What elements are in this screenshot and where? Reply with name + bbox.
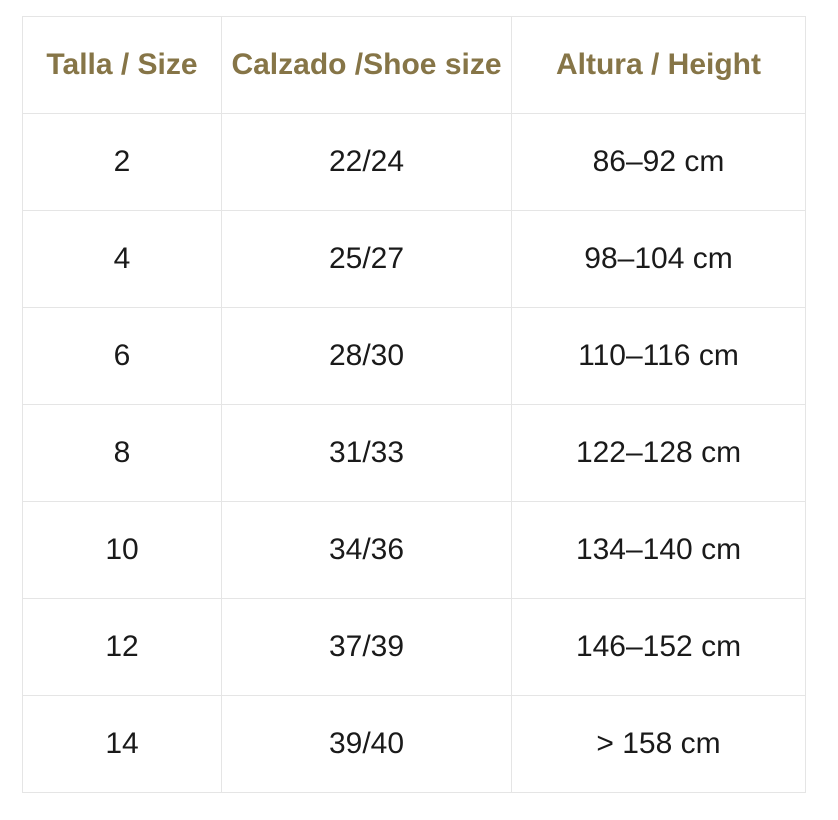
shoe-size-cell: 31/33 <box>221 404 512 502</box>
table-row: 14 39/40 > 158 cm <box>22 695 806 793</box>
shoe-size-cell: 28/30 <box>221 307 512 405</box>
table-header: Talla / Size Calzado /Shoe size Altura /… <box>22 16 806 114</box>
size-cell: 14 <box>22 695 222 793</box>
size-chart-table: Talla / Size Calzado /Shoe size Altura /… <box>22 16 806 793</box>
table-row: 4 25/27 98–104 cm <box>22 210 806 308</box>
size-cell: 2 <box>22 113 222 211</box>
shoe-size-cell: 25/27 <box>221 210 512 308</box>
height-cell: 110–116 cm <box>511 307 806 405</box>
column-header-talla-size: Talla / Size <box>22 16 222 114</box>
size-cell: 4 <box>22 210 222 308</box>
table-row: 6 28/30 110–116 cm <box>22 307 806 405</box>
height-cell: 134–140 cm <box>511 501 806 599</box>
table-row: 12 37/39 146–152 cm <box>22 598 806 696</box>
size-cell: 10 <box>22 501 222 599</box>
height-cell: 122–128 cm <box>511 404 806 502</box>
table-body: 2 22/24 86–92 cm 4 25/27 98–104 cm 6 28/… <box>22 113 806 793</box>
height-cell: > 158 cm <box>511 695 806 793</box>
table-row: 8 31/33 122–128 cm <box>22 404 806 502</box>
height-cell: 98–104 cm <box>511 210 806 308</box>
shoe-size-cell: 39/40 <box>221 695 512 793</box>
column-header-altura-height: Altura / Height <box>511 16 806 114</box>
size-cell: 12 <box>22 598 222 696</box>
column-header-calzado-shoe-size: Calzado /Shoe size <box>221 16 512 114</box>
size-cell: 8 <box>22 404 222 502</box>
header-row: Talla / Size Calzado /Shoe size Altura /… <box>22 16 806 114</box>
size-cell: 6 <box>22 307 222 405</box>
table-row: 2 22/24 86–92 cm <box>22 113 806 211</box>
height-cell: 146–152 cm <box>511 598 806 696</box>
shoe-size-cell: 34/36 <box>221 501 512 599</box>
table-row: 10 34/36 134–140 cm <box>22 501 806 599</box>
height-cell: 86–92 cm <box>511 113 806 211</box>
shoe-size-cell: 37/39 <box>221 598 512 696</box>
shoe-size-cell: 22/24 <box>221 113 512 211</box>
